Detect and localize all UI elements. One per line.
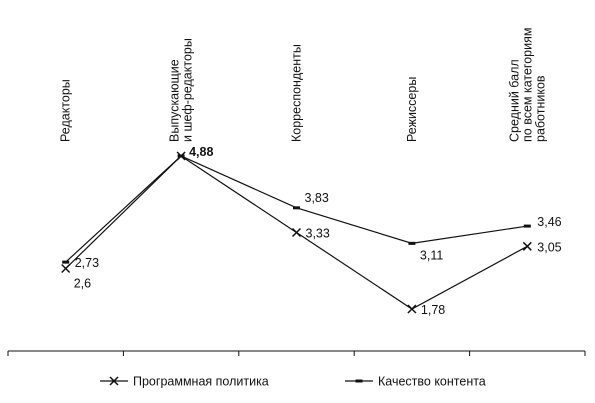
data-label: 3,33 (306, 227, 330, 241)
x-marker-point (522, 241, 532, 251)
series-lines (61, 151, 532, 314)
category-label: работников (533, 75, 547, 142)
dash-marker-point (177, 154, 185, 158)
legend-x-marker (109, 376, 119, 386)
category-labels: Редакторы Выпускающие и шеф-редакторы Корре… (59, 28, 548, 142)
data-label: 1,78 (421, 303, 445, 317)
x-marker-stroke (522, 241, 532, 251)
x-marker-point (291, 227, 302, 238)
data-labels: 2,6 4,88 3,33 1,78 3,05 2,73 3,83 3,11 3,46 (74, 145, 562, 317)
x-axis (7, 350, 586, 356)
dash-marker-point (408, 241, 416, 245)
data-label: 2,6 (74, 277, 91, 291)
legend-dash-marker (355, 379, 363, 383)
data-label: 2,73 (75, 256, 99, 270)
category-label: по всем категориям (520, 28, 534, 142)
data-label: 3,83 (305, 191, 329, 205)
x-marker-point (61, 263, 71, 274)
category-label: и шеф-редакторы (181, 38, 195, 142)
dash-marker-point (523, 224, 531, 228)
legend-label: Качество контента (378, 375, 486, 389)
legend-label: Программная политика (133, 375, 269, 389)
legend-item: Качество контента (345, 375, 486, 389)
x-marker-stroke (61, 263, 71, 274)
data-label: 3,05 (537, 240, 561, 254)
category-label: Выпускающие (168, 59, 182, 142)
category-label: Режиссеры (405, 77, 419, 142)
x-marker-stroke (407, 304, 417, 314)
legend-item: Программная политика (100, 375, 269, 389)
legend: Программная политика Качество контента (100, 375, 486, 389)
category-label: Редакторы (59, 79, 73, 142)
data-label: 4,88 (189, 145, 213, 159)
x-marker-point (407, 304, 417, 314)
dash-marker-point (62, 260, 70, 264)
category-label: Средний балл (507, 59, 521, 142)
data-label: 3,46 (537, 215, 561, 229)
data-label: 3,11 (420, 248, 443, 262)
dash-marker-point (293, 206, 300, 210)
category-label: Корреспонденты (290, 44, 304, 142)
x-marker-stroke (291, 227, 302, 238)
